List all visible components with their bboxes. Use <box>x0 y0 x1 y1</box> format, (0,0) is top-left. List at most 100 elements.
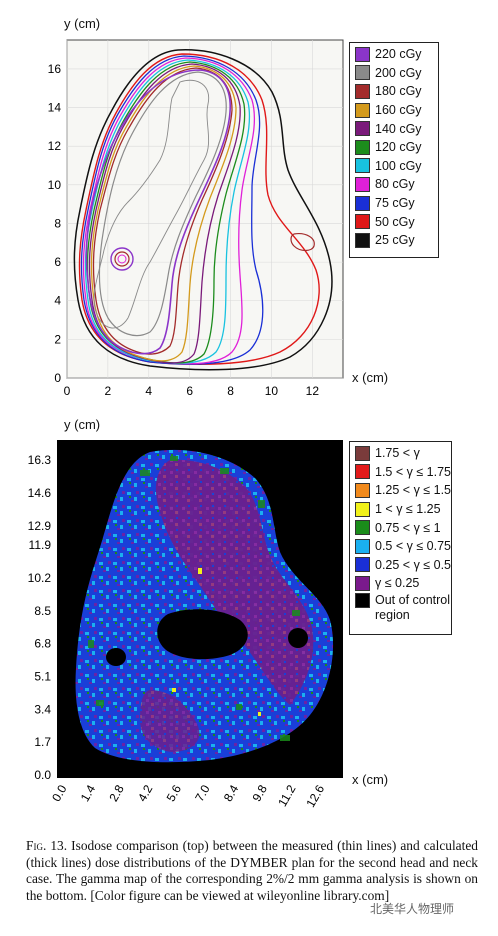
gamma-legend-swatch <box>355 482 370 498</box>
isodose-legend-label: 25 cGy <box>375 233 415 248</box>
gamma-x-tick-label: 11.2 <box>275 782 299 809</box>
gamma-legend-label: 1.5 < γ ≤ 1.75 <box>375 464 452 479</box>
gamma-y-tick-label: 6.8 <box>34 637 51 651</box>
gamma-x-tick-label: 2.8 <box>106 782 127 804</box>
isodose-x-tick-label: 10 <box>265 384 279 398</box>
gamma-legend-label: Out of control region <box>375 592 451 622</box>
isodose-100cgy-contour <box>84 59 251 364</box>
gamma-legend-item: 1 < γ ≤ 1.25 <box>350 500 451 519</box>
caption-figure-number: Fig. 13. <box>26 838 68 853</box>
isodose-legend-swatch <box>355 83 370 99</box>
isodose-legend-swatch <box>355 232 370 248</box>
gamma-y-tick-label: 5.1 <box>34 669 51 683</box>
isodose-legend-label: 160 cGy <box>375 103 422 118</box>
watermark: 北美华人物理师 <box>370 902 455 916</box>
gamma-legend-label: 0.5 < γ ≤ 0.75 <box>375 539 452 554</box>
gamma-legend-item: 1.25 < γ ≤ 1.5 <box>350 481 451 500</box>
isodose-x-tick-label: 6 <box>186 384 193 398</box>
isodose-legend-item: 80 cGy <box>350 175 438 194</box>
gamma-legend-item: 0.5 < γ ≤ 0.75 <box>350 537 451 556</box>
isodose-legend-item: 75 cGy <box>350 194 438 213</box>
isodose-legend-label: 75 cGy <box>375 196 415 211</box>
gamma-y-ticks: 0.0 1.7 3.4 5.1 6.8 8.5 10.2 11.9 12.9 14.6 16.3 <box>28 453 52 782</box>
isodose-legend-label: 180 cGy <box>375 84 422 99</box>
bottom-y-axis-title: y (cm) <box>64 417 101 432</box>
gamma-left-hole <box>106 648 126 666</box>
isodose-legend-swatch <box>355 176 370 192</box>
isodose-x-tick-label: 12 <box>306 384 320 398</box>
isodose-legend-swatch <box>355 139 370 155</box>
isodose-legend-label: 200 cGy <box>375 65 422 80</box>
gamma-x-tick-label: 12.6 <box>303 782 327 810</box>
gamma-y-tick-label: 8.5 <box>34 604 51 618</box>
gamma-legend: 1.75 < γ 1.5 < γ ≤ 1.75 1.25 < γ ≤ 1.5 1 < … <box>349 441 452 635</box>
isodose-220cgy-contour <box>85 69 231 355</box>
gamma-legend-swatch <box>355 501 370 517</box>
isodose-legend-label: 120 cGy <box>375 140 422 155</box>
isodose-y-tick-label: 4 <box>54 294 61 308</box>
gamma-yellow-specks <box>172 568 261 716</box>
isodose-legend-item: 50 cGy <box>350 212 438 231</box>
isodose-x-tick-label: 0 <box>64 384 71 398</box>
gamma-x-tick-label: 4.2 <box>135 782 156 804</box>
gamma-x-ticks: 0.0 1.4 2.8 4.2 5.6 7.0 8.4 9.8 11.2 12.6 <box>49 782 327 810</box>
gamma-y-tick-label: 14.6 <box>28 486 52 500</box>
gamma-legend-item: 1.75 < γ <box>350 444 451 463</box>
gamma-legend-item: 1.5 < γ ≤ 1.75 <box>350 463 451 482</box>
gamma-legend-swatch <box>355 520 370 536</box>
gamma-x-tick-label: 7.0 <box>192 782 213 804</box>
isodose-y-tick-label: 2 <box>54 332 61 346</box>
isodose-right-loop <box>290 233 315 252</box>
gamma-y-tick-label: 12.9 <box>28 519 52 533</box>
isodose-y-tick-label: 8 <box>54 216 61 230</box>
isodose-140cgy-contour <box>88 63 241 364</box>
isodose-x-ticks: 0 2 4 6 8 10 12 <box>64 384 320 398</box>
gamma-legend-swatch <box>355 538 370 554</box>
isodose-legend-label: 100 cGy <box>375 158 422 173</box>
isodose-y-tick-label: 10 <box>48 178 62 192</box>
isodose-x-tick-label: 4 <box>145 384 152 398</box>
isodose-y-tick-label: 16 <box>48 62 62 76</box>
isodose-x-tick-label: 2 <box>105 384 112 398</box>
isodose-x-tick-label: 8 <box>227 384 234 398</box>
gamma-legend-label: 0.75 < γ ≤ 1 <box>375 520 441 535</box>
gamma-legend-swatch <box>355 464 370 480</box>
isodose-legend-swatch <box>355 121 370 137</box>
gamma-lower-purple-patch <box>140 690 200 752</box>
isodose-legend-label: 80 cGy <box>375 177 415 192</box>
gamma-y-tick-label: 11.9 <box>29 538 52 552</box>
isodose-160cgy-contour <box>90 65 237 362</box>
gamma-low-region-band <box>155 459 314 705</box>
isodose-legend-swatch <box>355 158 370 174</box>
gamma-legend-item: 0.25 < γ ≤ 0.5 <box>350 556 451 575</box>
isodose-legend-label: 140 cGy <box>375 121 422 136</box>
isodose-hole-ring-outer <box>110 247 134 271</box>
gamma-legend-label: 1 < γ ≤ 1.25 <box>375 502 441 517</box>
gamma-x-tick-label: 1.4 <box>78 782 99 804</box>
isodose-legend-swatch <box>355 102 370 118</box>
isodose-legend-item: 120 cGy <box>350 138 438 157</box>
gamma-y-tick-label: 16.3 <box>28 453 52 467</box>
isodose-y-ticks: 0 2 4 6 8 10 12 14 16 <box>48 62 62 385</box>
gamma-legend-item: γ ≤ 0.25 <box>350 574 451 593</box>
gamma-legend-label: γ ≤ 0.25 <box>375 576 420 591</box>
gamma-map: 0.0 1.4 2.8 4.2 5.6 7.0 8.4 9.8 11.2 12.6 0.0 1.7 3… <box>28 440 343 810</box>
isodose-legend-item: 100 cGy <box>350 157 438 176</box>
isodose-legend-swatch <box>355 65 370 81</box>
isodose-legend-item: 25 cGy <box>350 231 438 250</box>
isodose-legend-swatch <box>355 214 370 230</box>
measured-gray-contour <box>93 79 210 329</box>
gamma-y-tick-label: 0.0 <box>34 768 51 782</box>
gamma-central-out-of-control-hole <box>157 609 248 660</box>
gamma-legend-swatch <box>355 575 370 591</box>
gamma-legend-item: 0.75 < γ ≤ 1 <box>350 518 451 537</box>
isodose-hole-ring-inner <box>114 251 130 267</box>
gamma-x-tick-label: 8.4 <box>221 782 242 804</box>
isodose-80cgy-contour <box>82 57 256 365</box>
isodose-25cgy-contour <box>73 49 333 371</box>
isodose-plot: 0 2 4 6 8 10 12 0 2 4 6 8 10 12 14 16 <box>48 39 344 398</box>
gamma-legend-swatch <box>355 557 370 573</box>
gamma-legend-label: 0.25 < γ ≤ 0.5 <box>375 557 452 572</box>
gamma-legend-label: 1.25 < γ ≤ 1.5 <box>375 483 452 498</box>
isodose-legend-swatch <box>355 46 370 62</box>
